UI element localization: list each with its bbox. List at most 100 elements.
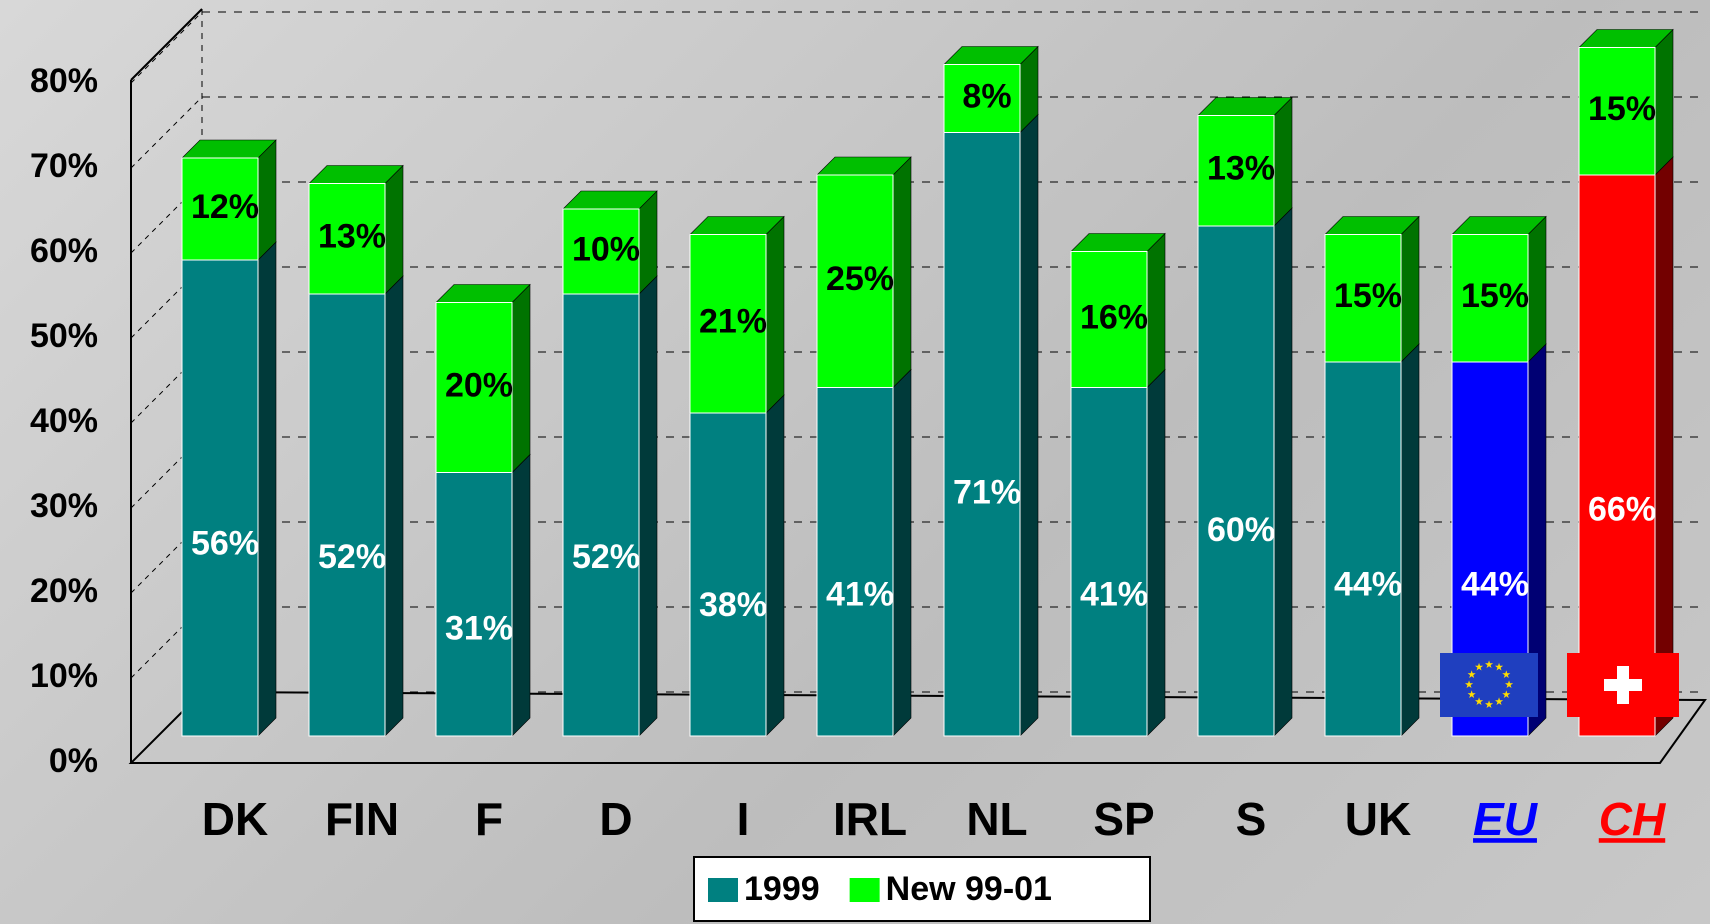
eu-star: ★ xyxy=(1485,659,1494,669)
ch-cross xyxy=(1604,679,1642,691)
bar-side xyxy=(1654,156,1674,737)
value-label: 56% xyxy=(191,525,259,563)
bar-side xyxy=(765,215,785,414)
bar-side xyxy=(892,156,912,389)
value-label: 71% xyxy=(953,474,1021,512)
bar-front xyxy=(181,157,259,261)
x-tick-label: NL xyxy=(966,793,1027,845)
bar-front xyxy=(562,293,640,737)
eu-star: ★ xyxy=(1505,679,1514,689)
x-tick-label: D xyxy=(599,793,632,845)
value-label: 44% xyxy=(1461,565,1529,603)
bar-front xyxy=(943,64,1021,133)
value-label: 38% xyxy=(699,586,767,624)
bar-front xyxy=(181,259,259,737)
value-label: 20% xyxy=(445,366,513,404)
value-label: 41% xyxy=(826,576,894,614)
bar-segment xyxy=(181,241,277,737)
eu-star: ★ xyxy=(1475,662,1484,672)
bar-segment xyxy=(562,190,658,295)
bar-side xyxy=(384,164,404,295)
eu-star: ★ xyxy=(1495,697,1504,707)
legend-box xyxy=(693,856,1151,922)
y-tick-label: 40% xyxy=(30,402,98,440)
bar-segment xyxy=(1197,96,1293,227)
value-label: 15% xyxy=(1461,277,1529,315)
bar-front xyxy=(562,208,640,295)
x-tick-label: SP xyxy=(1093,793,1154,845)
value-label: 8% xyxy=(962,77,1011,115)
bar-side xyxy=(257,241,277,737)
bar-front xyxy=(1070,387,1148,737)
bar-side xyxy=(1654,28,1674,176)
bar-front xyxy=(816,174,894,388)
eu-star: ★ xyxy=(1485,699,1494,709)
grid-line xyxy=(130,96,203,169)
x-tick-label: EU xyxy=(1473,793,1539,845)
legend-label: 1999 xyxy=(744,870,820,908)
bar-front xyxy=(1070,251,1148,388)
x-tick-label: CH xyxy=(1599,793,1666,845)
bar-side xyxy=(1527,215,1547,363)
bar-segment xyxy=(943,45,1039,134)
bar-front xyxy=(1324,361,1402,737)
bar-side xyxy=(1146,368,1166,737)
floor xyxy=(128,690,1707,764)
bar-front xyxy=(1197,225,1275,737)
grid-line xyxy=(130,11,203,84)
bar-side xyxy=(511,453,531,737)
eu-flag xyxy=(1440,653,1538,717)
bar-side xyxy=(892,368,912,737)
legend: 1999 New 99-01 xyxy=(693,856,1151,922)
bar-front xyxy=(1451,234,1529,363)
value-label: 15% xyxy=(1588,90,1656,128)
value-label: 31% xyxy=(445,610,513,648)
bar-front xyxy=(308,183,386,295)
bar-segment xyxy=(1197,207,1293,737)
bar-front xyxy=(435,472,513,737)
bar-front xyxy=(308,293,386,737)
bar-front xyxy=(1578,47,1656,176)
value-label: 16% xyxy=(1080,298,1148,336)
y-tick-label: 30% xyxy=(30,487,98,525)
eu-star: ★ xyxy=(1502,689,1511,699)
legend-swatch xyxy=(849,878,880,902)
bar-front xyxy=(943,132,1021,737)
bar-segment xyxy=(181,139,277,261)
y-tick-label: 80% xyxy=(30,62,98,100)
y-tick-label: 10% xyxy=(30,657,98,695)
value-label: 12% xyxy=(191,188,259,226)
value-label: 41% xyxy=(1080,576,1148,614)
bar-side xyxy=(1273,96,1293,227)
bar-side xyxy=(1400,343,1420,737)
x-tick-label: F xyxy=(475,793,503,845)
value-label: 13% xyxy=(1207,150,1275,188)
eu-star: ★ xyxy=(1475,697,1484,707)
legend-swatch xyxy=(708,878,738,902)
bar-side xyxy=(1019,113,1039,737)
bar-front xyxy=(1324,234,1402,363)
bar-segment xyxy=(1324,215,1420,363)
value-label: 13% xyxy=(318,218,386,256)
bar-segment xyxy=(1070,232,1166,389)
value-label: 25% xyxy=(826,260,894,298)
bar-segment xyxy=(1578,28,1674,176)
bar-segment xyxy=(816,156,912,389)
bar-segment xyxy=(1451,215,1547,363)
bar-front xyxy=(435,302,513,473)
bar-side xyxy=(1273,207,1293,737)
value-label: 52% xyxy=(572,538,640,576)
bar-segment xyxy=(308,164,404,295)
value-label: 52% xyxy=(318,538,386,576)
eu-star: ★ xyxy=(1465,679,1474,689)
y-tick-label: 70% xyxy=(30,147,98,185)
bar-front xyxy=(1197,115,1275,227)
bar-side xyxy=(257,139,277,261)
bar-segment xyxy=(1070,368,1166,737)
value-label: 15% xyxy=(1334,277,1402,315)
eu-star: ★ xyxy=(1468,689,1477,699)
bar-side xyxy=(1400,215,1420,363)
value-label: 44% xyxy=(1334,565,1402,603)
left-wall-top xyxy=(130,8,203,81)
